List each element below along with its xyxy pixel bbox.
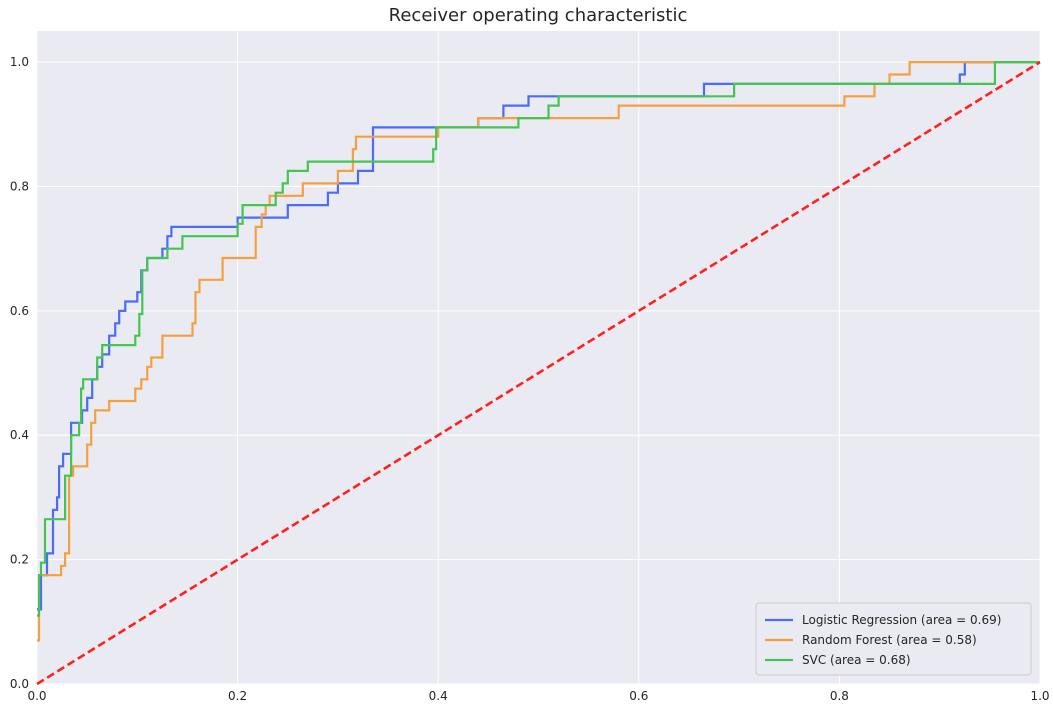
plot-area: [37, 31, 1040, 684]
y-tick-label: 1.0: [10, 55, 29, 69]
series-layer: [36, 60, 1041, 686]
x-tick-label: 1.0: [1030, 689, 1049, 703]
x-tick-label: 0.2: [228, 689, 247, 703]
grid-lines: [36, 31, 1041, 685]
legend: Logistic Regression (area = 0.69) Random…: [755, 602, 1032, 676]
tick-labels: 0.0 0.2 0.4 0.6 0.8 1.0 0.0 0.2 0.4 0.6 0.8 1.0: [10, 55, 1050, 703]
x-tick-label: 0.6: [629, 689, 648, 703]
x-tick-label: 0.4: [429, 689, 448, 703]
legend-label-svc: SVC (area = 0.68): [802, 653, 911, 667]
legend-box: [755, 602, 1032, 676]
x-tick-label: 0.8: [830, 689, 849, 703]
series-line-random-forest: [37, 60, 1040, 642]
y-tick-label: 0.8: [10, 179, 29, 193]
y-tick-label: 0.6: [10, 304, 29, 318]
x-tick-label: 0.0: [27, 689, 46, 703]
legend-label-random-forest: Random Forest (area = 0.58): [802, 633, 977, 647]
legend-label-logistic-regression: Logistic Regression (area = 0.69): [802, 613, 1001, 627]
series-line-svc: [37, 60, 1040, 617]
y-tick-label: 0.2: [10, 553, 29, 567]
y-tick-label: 0.4: [10, 428, 29, 442]
chart-title: Receiver operating characteristic: [389, 5, 688, 26]
y-tick-label: 0.0: [10, 677, 29, 691]
series-line-diagonal-reference: [36, 60, 1041, 686]
